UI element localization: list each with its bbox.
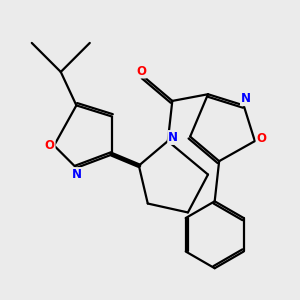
Text: N: N bbox=[241, 92, 251, 105]
Text: N: N bbox=[71, 168, 81, 181]
Text: N: N bbox=[168, 131, 178, 144]
Text: O: O bbox=[45, 139, 55, 152]
Text: O: O bbox=[136, 64, 146, 77]
Text: O: O bbox=[256, 132, 266, 145]
